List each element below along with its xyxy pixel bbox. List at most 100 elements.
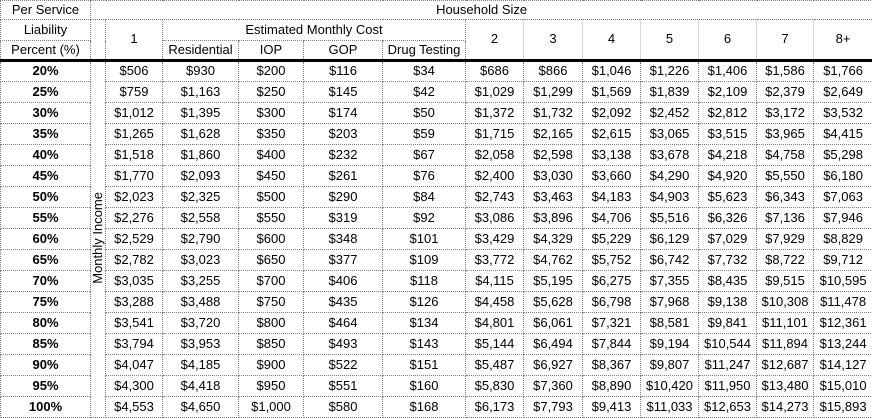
cost-cell: $3,288: [105, 291, 163, 313]
percent-header: Percent (%): [0, 40, 91, 61]
cost-cell: $866: [523, 59, 583, 82]
row-label: 100%: [0, 396, 91, 418]
cost-cell: $3,429: [465, 228, 524, 250]
cost-cell: $3,532: [812, 102, 872, 124]
cost-cell: $2,452: [640, 102, 699, 124]
cost-cell: $4,183: [582, 186, 641, 208]
cost-cell: $134: [382, 312, 466, 334]
cost-cell: $1,299: [523, 81, 583, 103]
cost-cell: $59: [382, 123, 466, 145]
cost-cell: $6,180: [812, 165, 872, 187]
cost-cell: $9,841: [698, 312, 757, 334]
cost-cell: $3,172: [756, 102, 814, 124]
row-label: 50%: [0, 186, 91, 208]
cost-cell: $930: [162, 59, 239, 82]
cost-cell: $11,478: [812, 291, 872, 313]
cost-cell: $1,406: [698, 59, 757, 82]
table-row: 75% $3,288 $3,488 $750 $435 $126 $4,458 $5,628 $…: [0, 291, 872, 313]
cost-cell: $6,742: [640, 249, 699, 271]
cost-cell: $4,329: [523, 228, 583, 250]
table-row: 35% $1,265 $1,628 $350 $203 $59 $1,715 $2,165 $2…: [0, 123, 872, 145]
household-col-header-8plus: 8+: [812, 19, 872, 61]
cost-cell: $4,418: [162, 375, 239, 397]
cost-cell: $7,321: [582, 312, 641, 334]
row-label: 60%: [0, 228, 91, 250]
cost-cell: $2,558: [162, 207, 239, 229]
cost-cell: $850: [238, 333, 304, 355]
cost-cell: $1,265: [105, 123, 163, 145]
cost-cell: $12,653: [698, 396, 757, 418]
liability-header: Liability: [0, 19, 91, 41]
cost-cell: $232: [303, 144, 383, 166]
cost-cell: $3,255: [162, 270, 239, 292]
cost-cell: $5,487: [465, 354, 524, 376]
cost-cell: $6,927: [523, 354, 583, 376]
table-row: 100% $4,553 $4,650 $1,000 $580 $168 $6,173 $7,7…: [0, 396, 872, 418]
cost-cell: $522: [303, 354, 383, 376]
cost-cell: $551: [303, 375, 383, 397]
row-label: 45%: [0, 165, 91, 187]
cost-cell: $9,194: [640, 333, 699, 355]
cost-cell: $759: [105, 81, 163, 103]
cost-cell: $3,953: [162, 333, 239, 355]
cost-cell: $4,650: [162, 396, 239, 418]
cost-cell: $4,903: [640, 186, 699, 208]
cost-cell: $1,628: [162, 123, 239, 145]
cost-cell: $118: [382, 270, 466, 292]
cost-cell: $580: [303, 396, 383, 418]
table-row: 85% $3,794 $3,953 $850 $493 $143 $5,144 $6,494 $…: [0, 333, 872, 355]
cost-cell: $506: [105, 59, 163, 82]
cost-cell: $203: [303, 123, 383, 145]
cost-cell: $2,598: [523, 144, 583, 166]
cost-cell: $686: [465, 59, 524, 82]
cost-cell: $9,138: [698, 291, 757, 313]
cost-cell: $2,093: [162, 165, 239, 187]
cost-cell: $900: [238, 354, 304, 376]
cost-cell: $12,687: [756, 354, 814, 376]
cost-cell: $1,569: [582, 81, 641, 103]
cost-cell: $4,185: [162, 354, 239, 376]
cost-cell: $3,463: [523, 186, 583, 208]
cost-cell: $2,743: [465, 186, 524, 208]
household-col-header-6: 6: [698, 19, 757, 61]
household-size-header: Household Size: [89, 0, 872, 20]
monthly-income-vertical-label: Monthly Income: [90, 59, 106, 418]
cost-cell: $2,790: [162, 228, 239, 250]
cost-cell: $950: [238, 375, 304, 397]
cost-cell: $1,226: [640, 59, 699, 82]
cost-cell: $450: [238, 165, 304, 187]
cost-cell: $2,109: [698, 81, 757, 103]
cost-cell: $5,298: [812, 144, 872, 166]
cost-cell: $4,115: [465, 270, 524, 292]
cost-cell: $8,722: [756, 249, 814, 271]
cost-cell: $3,023: [162, 249, 239, 271]
table-row: 80% $3,541 $3,720 $800 $464 $134 $4,801 $6,061 $…: [0, 312, 872, 334]
cost-cell: $200: [238, 59, 304, 82]
cost-cell: $168: [382, 396, 466, 418]
cost-cell: $4,920: [698, 165, 757, 187]
cost-cell: $10,420: [640, 375, 699, 397]
cost-cell: $116: [303, 59, 383, 82]
cost-cell: $2,276: [105, 207, 163, 229]
table-row: 60% $2,529 $2,790 $600 $348 $101 $3,429 $4,329 $…: [0, 228, 872, 250]
cost-cell: $4,290: [640, 165, 699, 187]
cost-cell: $1,860: [162, 144, 239, 166]
cost-cell: $319: [303, 207, 383, 229]
cost-cell: $5,830: [465, 375, 524, 397]
cost-cell: $13,244: [812, 333, 872, 355]
table-row: 45% $1,770 $2,093 $450 $261 $76 $2,400 $3,030 $3…: [0, 165, 872, 187]
cost-cell: $15,893: [812, 396, 872, 418]
cost-cell: $101: [382, 228, 466, 250]
cost-cell: $6,343: [756, 186, 814, 208]
cost-cell: $464: [303, 312, 383, 334]
cost-cell: $1,163: [162, 81, 239, 103]
cost-cell: $6,326: [698, 207, 757, 229]
cost-cell: $348: [303, 228, 383, 250]
cost-cell: $8,890: [582, 375, 641, 397]
cost-cell: $2,782: [105, 249, 163, 271]
cost-cell: $13,480: [756, 375, 814, 397]
cost-cell: $4,762: [523, 249, 583, 271]
cost-cell: $7,029: [698, 228, 757, 250]
cost-cell: $6,061: [523, 312, 583, 334]
table-row: 95% $4,300 $4,418 $950 $551 $160 $5,830 $7,360 $…: [0, 375, 872, 397]
